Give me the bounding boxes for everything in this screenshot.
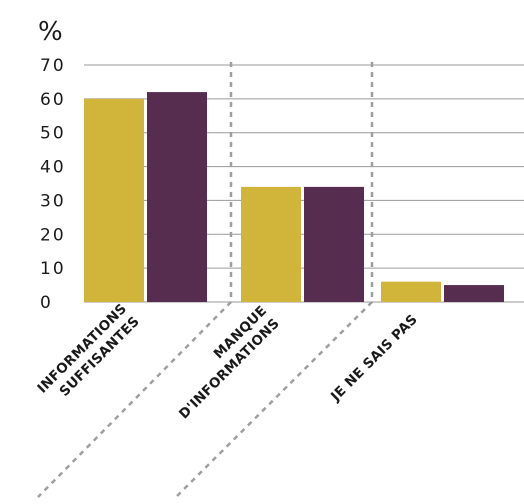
- bar-series2-cat2: [304, 186, 364, 302]
- y-axis-ticks: 0 10 20 30 40 50 60 70: [40, 56, 66, 313]
- y-tick-label-0: 0: [40, 293, 53, 313]
- category-label-3-line-1: JE NE SAIS PAS: [327, 312, 421, 406]
- y-tick-label-30: 30: [40, 191, 66, 211]
- category-divider-1: [37, 62, 233, 498]
- bar-series2-cat1: [147, 92, 207, 302]
- y-tick-label-40: 40: [40, 158, 66, 178]
- bar-series1-cat3: [381, 281, 441, 302]
- bars: [84, 92, 504, 302]
- y-axis-unit-label: %: [38, 17, 63, 47]
- bar-series2-cat3: [444, 285, 504, 302]
- category-divider-2: [175, 62, 374, 498]
- y-tick-label-60: 60: [40, 90, 66, 110]
- bar-series1-cat2: [241, 186, 301, 302]
- y-tick-label-70: 70: [40, 56, 66, 76]
- y-tick-label-20: 20: [40, 225, 66, 245]
- bar-series1-cat1: [84, 98, 144, 302]
- category-label-3: JE NE SAIS PAS: [327, 312, 421, 406]
- y-tick-label-10: 10: [40, 259, 66, 279]
- category-dividers: [37, 62, 374, 498]
- y-tick-label-50: 50: [40, 124, 66, 144]
